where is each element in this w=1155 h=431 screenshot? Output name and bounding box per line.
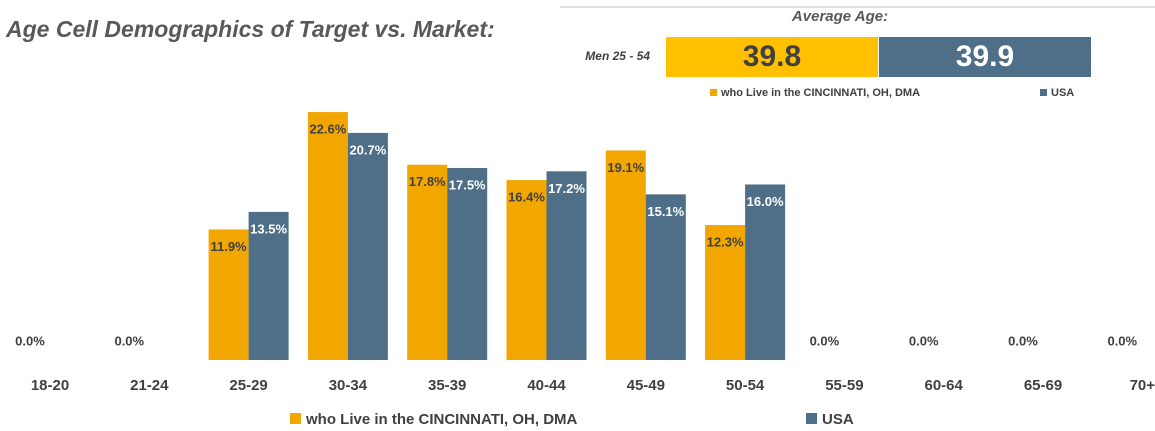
x-tick-label: 30-34 — [329, 377, 368, 394]
group-label: Men 25 - 54 — [585, 49, 650, 63]
x-tick-label: 40-44 — [527, 377, 566, 394]
bar — [745, 184, 786, 360]
legend-swatch — [710, 89, 717, 96]
bar — [347, 132, 388, 360]
data-label: 22.6% — [309, 122, 346, 137]
average-age-value: 39.8 — [743, 40, 801, 73]
legend-swatch — [806, 413, 817, 424]
x-tick-label: 35-39 — [428, 377, 466, 394]
bar — [307, 112, 348, 360]
x-tick-label: 18-20 — [31, 377, 69, 394]
data-label: 17.5% — [449, 177, 486, 192]
bar — [605, 150, 646, 360]
bar — [208, 229, 249, 360]
x-tick-label: 50-54 — [726, 377, 765, 394]
data-label: 0.0% — [15, 333, 45, 348]
average-age-box — [879, 37, 1091, 77]
x-tick-label: 21-24 — [130, 377, 169, 394]
data-label: 16.0% — [747, 194, 784, 209]
average-age-label: Average Age: — [791, 8, 888, 25]
data-label: 0.0% — [114, 333, 144, 348]
data-label: 17.2% — [548, 181, 585, 196]
x-tick-label: 65-69 — [1024, 377, 1062, 394]
bar — [447, 168, 488, 360]
x-tick-label: 60-64 — [925, 377, 964, 394]
x-tick-label: 45-49 — [627, 377, 665, 394]
data-label: 17.8% — [409, 174, 446, 189]
data-label: 11.9% — [211, 239, 248, 254]
data-label: 0.0% — [1008, 333, 1038, 348]
data-label: 0.0% — [909, 333, 939, 348]
data-label: 13.5% — [250, 221, 287, 236]
chart-title: Age Cell Demographics of Target vs. Mark… — [5, 16, 495, 42]
data-label: 12.3% — [707, 235, 744, 250]
legend-swatch — [290, 413, 301, 424]
average-age-value: 39.9 — [956, 40, 1014, 73]
bar — [407, 164, 448, 360]
data-label: 19.1% — [607, 160, 644, 175]
bar — [546, 171, 587, 360]
legend-label: who Live in the CINCINNATI, OH, DMA — [720, 87, 920, 99]
bar — [705, 225, 746, 360]
data-label: 20.7% — [349, 142, 386, 157]
average-age-box — [666, 37, 878, 77]
x-tick-label: 55-59 — [825, 377, 863, 394]
bar — [645, 194, 686, 360]
bar — [506, 180, 547, 360]
data-label: 15.1% — [647, 204, 684, 219]
bar — [248, 211, 289, 360]
x-tick-label: 70+ — [1130, 377, 1155, 394]
legend-label: who Live in the CINCINNATI, OH, DMA — [305, 411, 578, 428]
legend-label: USA — [1051, 87, 1074, 99]
data-label: 0.0% — [810, 333, 840, 348]
x-tick-label: 25-29 — [229, 377, 267, 394]
legend-swatch — [1040, 89, 1047, 96]
legend-label: USA — [822, 411, 854, 428]
data-label: 0.0% — [1107, 333, 1137, 348]
data-label: 16.4% — [508, 190, 545, 205]
